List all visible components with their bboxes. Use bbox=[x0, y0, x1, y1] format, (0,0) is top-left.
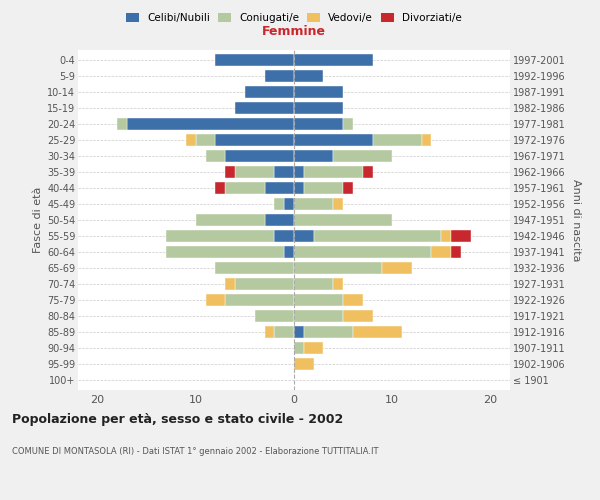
Bar bbox=[215, 182, 225, 194]
Bar bbox=[294, 214, 392, 226]
Bar bbox=[225, 150, 294, 162]
Bar bbox=[225, 294, 294, 306]
Bar bbox=[235, 166, 274, 178]
Bar bbox=[265, 70, 294, 82]
Bar bbox=[431, 246, 451, 258]
Bar bbox=[274, 198, 284, 210]
Bar bbox=[441, 230, 451, 242]
Bar bbox=[294, 278, 333, 290]
Bar bbox=[333, 278, 343, 290]
Bar bbox=[451, 246, 461, 258]
Bar bbox=[166, 246, 284, 258]
Bar bbox=[304, 326, 353, 338]
Legend: Celibi/Nubili, Coniugati/e, Vedovi/e, Divorziati/e: Celibi/Nubili, Coniugati/e, Vedovi/e, Di… bbox=[126, 12, 462, 23]
Bar bbox=[294, 310, 343, 322]
Bar bbox=[294, 134, 373, 146]
Bar bbox=[304, 342, 323, 354]
Bar bbox=[255, 310, 294, 322]
Bar bbox=[206, 294, 225, 306]
Bar bbox=[294, 86, 343, 98]
Bar bbox=[265, 182, 294, 194]
Bar bbox=[294, 102, 343, 114]
Bar bbox=[235, 278, 294, 290]
Bar bbox=[265, 326, 274, 338]
Bar bbox=[304, 182, 343, 194]
Bar bbox=[274, 230, 294, 242]
Bar bbox=[314, 230, 441, 242]
Bar bbox=[294, 326, 304, 338]
Bar bbox=[196, 134, 215, 146]
Bar bbox=[294, 166, 304, 178]
Bar bbox=[196, 214, 265, 226]
Bar bbox=[294, 342, 304, 354]
Bar bbox=[343, 118, 353, 130]
Bar bbox=[294, 294, 343, 306]
Bar bbox=[274, 326, 294, 338]
Bar bbox=[235, 102, 294, 114]
Bar bbox=[274, 166, 294, 178]
Bar bbox=[333, 198, 343, 210]
Bar bbox=[294, 150, 333, 162]
Bar bbox=[225, 278, 235, 290]
Bar bbox=[382, 262, 412, 274]
Bar bbox=[117, 118, 127, 130]
Y-axis label: Anni di nascita: Anni di nascita bbox=[571, 179, 581, 261]
Text: Femmine: Femmine bbox=[262, 25, 326, 38]
Bar bbox=[284, 198, 294, 210]
Bar bbox=[215, 134, 294, 146]
Bar bbox=[245, 86, 294, 98]
Bar bbox=[353, 326, 402, 338]
Bar bbox=[225, 182, 265, 194]
Bar bbox=[265, 214, 294, 226]
Bar bbox=[294, 54, 373, 66]
Bar bbox=[294, 230, 314, 242]
Bar bbox=[294, 262, 382, 274]
Bar bbox=[451, 230, 471, 242]
Bar bbox=[206, 150, 225, 162]
Bar bbox=[343, 310, 373, 322]
Bar bbox=[343, 294, 363, 306]
Bar bbox=[186, 134, 196, 146]
Bar bbox=[294, 70, 323, 82]
Y-axis label: Fasce di età: Fasce di età bbox=[32, 187, 43, 253]
Bar bbox=[294, 198, 333, 210]
Bar bbox=[215, 262, 294, 274]
Bar bbox=[294, 358, 314, 370]
Bar bbox=[127, 118, 294, 130]
Bar bbox=[343, 182, 353, 194]
Bar bbox=[166, 230, 274, 242]
Bar bbox=[225, 166, 235, 178]
Text: Popolazione per età, sesso e stato civile - 2002: Popolazione per età, sesso e stato civil… bbox=[12, 412, 343, 426]
Bar bbox=[284, 246, 294, 258]
Bar bbox=[304, 166, 363, 178]
Bar bbox=[294, 118, 343, 130]
Bar bbox=[422, 134, 431, 146]
Text: COMUNE DI MONTASOLA (RI) - Dati ISTAT 1° gennaio 2002 - Elaborazione TUTTITALIA.: COMUNE DI MONTASOLA (RI) - Dati ISTAT 1°… bbox=[12, 448, 379, 456]
Bar bbox=[294, 246, 431, 258]
Bar bbox=[215, 54, 294, 66]
Bar bbox=[373, 134, 422, 146]
Bar bbox=[363, 166, 373, 178]
Bar bbox=[294, 182, 304, 194]
Bar bbox=[333, 150, 392, 162]
